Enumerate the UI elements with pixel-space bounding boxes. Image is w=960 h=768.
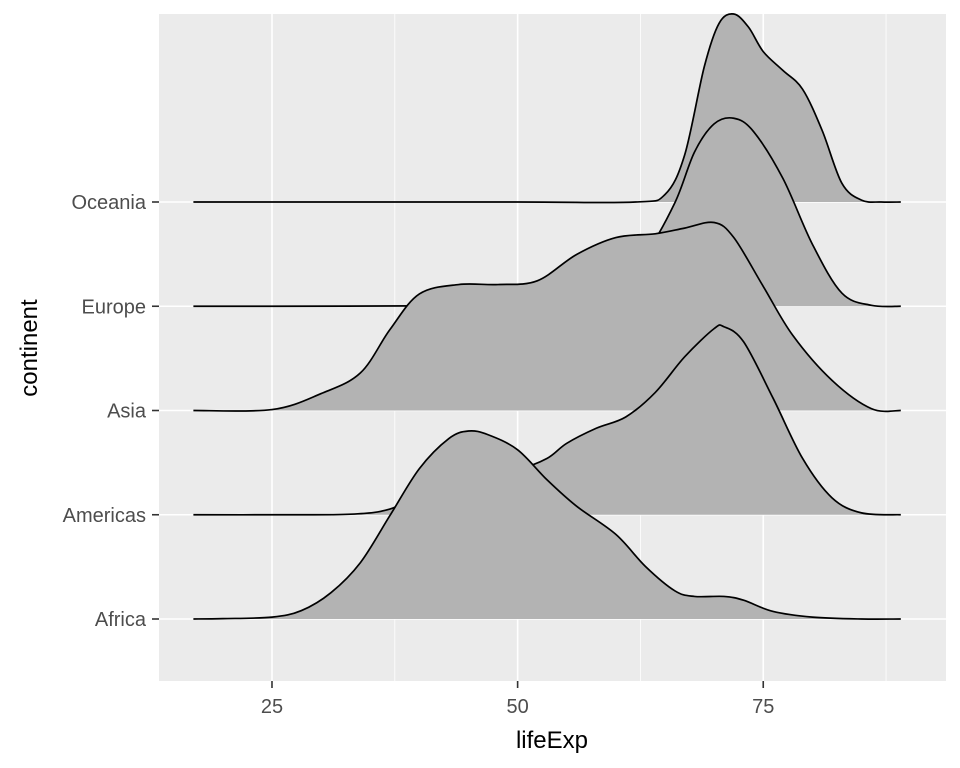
y-tick-label: Asia — [107, 401, 147, 423]
x-tick-label: 25 — [261, 696, 283, 718]
ridge-outline — [193, 221, 901, 413]
ridge-fill — [193, 324, 901, 515]
ridge-fill — [193, 430, 901, 620]
ridge-africa — [193, 430, 901, 620]
density-ridges — [193, 13, 901, 620]
ridge-outline — [193, 13, 901, 204]
ridge-outline — [193, 430, 901, 620]
y-tick-label: Oceania — [72, 192, 147, 214]
x-tick-label: 75 — [752, 696, 774, 718]
y-axis-title: continent — [16, 299, 43, 397]
x-axis: 25 50 75 — [261, 681, 774, 718]
y-tick-label: Europe — [82, 296, 147, 318]
x-tick-label: 50 — [506, 696, 528, 718]
y-tick-label: Africa — [95, 609, 147, 631]
y-tick-label: Americas — [63, 505, 146, 527]
x-axis-title: lifeExp — [516, 727, 588, 754]
y-axis: Africa Americas Asia Europe Oceania — [63, 192, 159, 631]
